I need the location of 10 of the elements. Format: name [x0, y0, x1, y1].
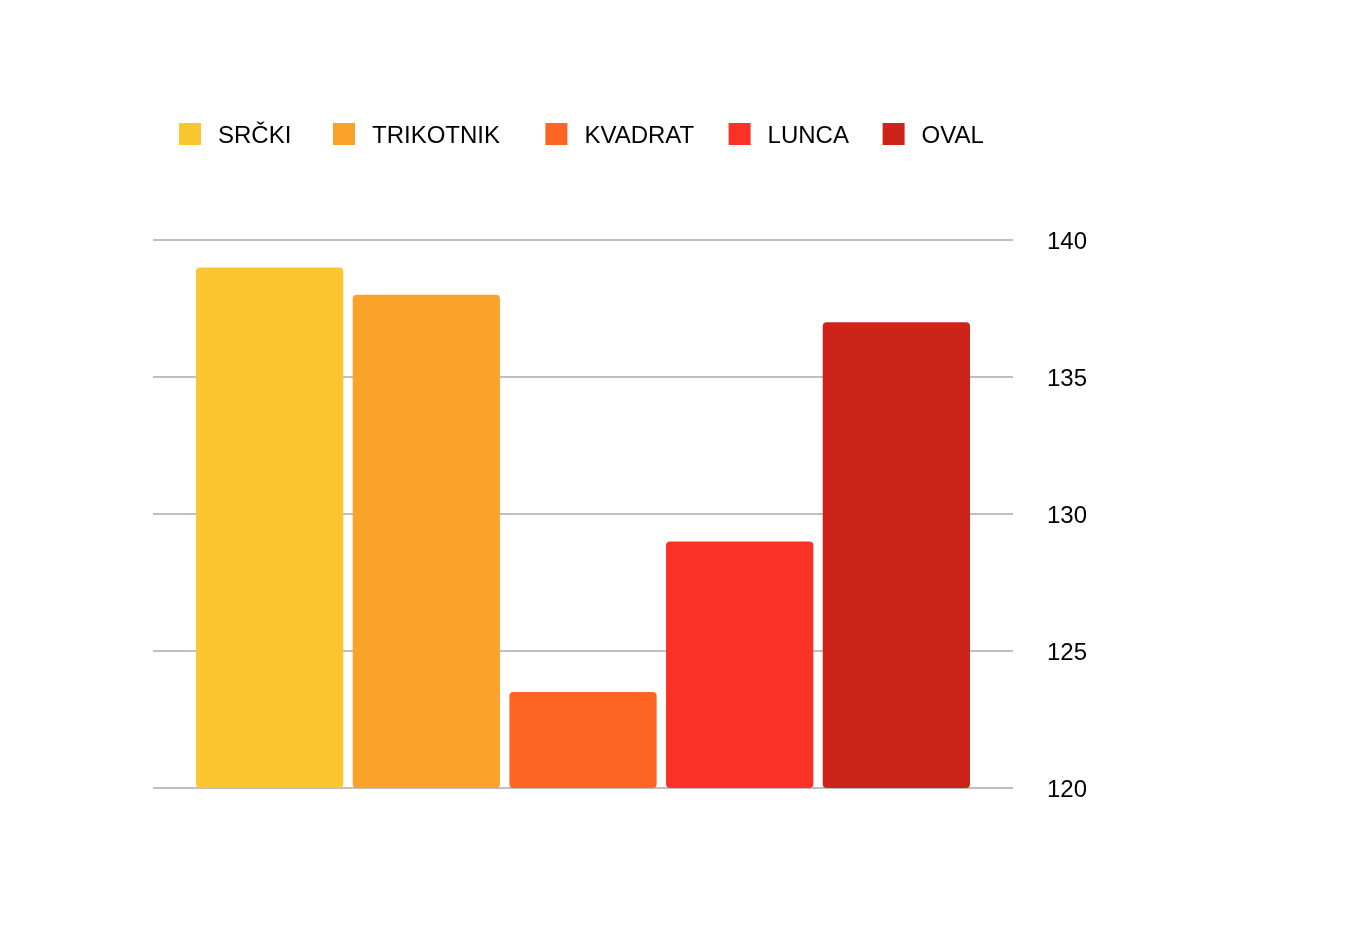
- legend-label: TRIKOTNIK: [372, 120, 501, 148]
- y-tick-label: 135: [1047, 363, 1088, 391]
- y-tick-label: 125: [1047, 637, 1088, 665]
- legend-label: KVADRAT: [584, 120, 695, 148]
- legend-label: SRČKI: [218, 120, 292, 148]
- y-tick-label: 120: [1047, 774, 1088, 802]
- y-tick-label: 140: [1047, 226, 1088, 254]
- legend-label: LUNCA: [767, 120, 849, 148]
- y-tick-label: 130: [1047, 500, 1088, 528]
- legend-label: OVAL: [921, 120, 984, 148]
